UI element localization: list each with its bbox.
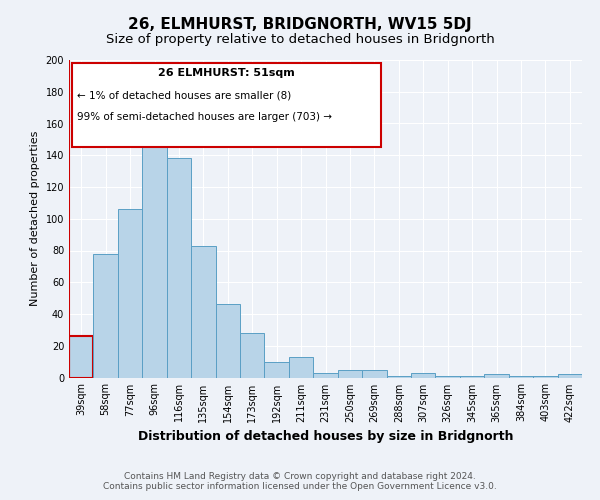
Bar — [362, 370, 386, 378]
Bar — [533, 376, 557, 378]
Bar — [240, 333, 265, 378]
Text: 26, ELMHURST, BRIDGNORTH, WV15 5DJ: 26, ELMHURST, BRIDGNORTH, WV15 5DJ — [128, 18, 472, 32]
Bar — [484, 374, 509, 378]
Text: ← 1% of detached houses are smaller (8): ← 1% of detached houses are smaller (8) — [77, 90, 291, 100]
Bar — [118, 209, 142, 378]
Bar — [215, 304, 240, 378]
X-axis label: Distribution of detached houses by size in Bridgnorth: Distribution of detached houses by size … — [138, 430, 513, 443]
Bar — [142, 112, 167, 378]
Bar — [167, 158, 191, 378]
Bar — [338, 370, 362, 378]
Bar — [265, 362, 289, 378]
Bar — [509, 376, 533, 378]
Y-axis label: Number of detached properties: Number of detached properties — [30, 131, 40, 306]
Bar — [289, 357, 313, 378]
Bar — [436, 376, 460, 378]
Bar — [557, 374, 582, 378]
Text: Contains public sector information licensed under the Open Government Licence v3: Contains public sector information licen… — [103, 482, 497, 491]
Text: 26 ELMHURST: 51sqm: 26 ELMHURST: 51sqm — [158, 68, 295, 78]
Text: Contains HM Land Registry data © Crown copyright and database right 2024.: Contains HM Land Registry data © Crown c… — [124, 472, 476, 481]
Bar — [69, 336, 94, 378]
Bar — [386, 376, 411, 378]
Bar — [460, 376, 484, 378]
Bar — [313, 372, 338, 378]
Text: 99% of semi-detached houses are larger (703) →: 99% of semi-detached houses are larger (… — [77, 112, 332, 122]
Bar — [411, 372, 436, 378]
Bar — [191, 246, 215, 378]
Bar — [94, 254, 118, 378]
Text: Size of property relative to detached houses in Bridgnorth: Size of property relative to detached ho… — [106, 32, 494, 46]
